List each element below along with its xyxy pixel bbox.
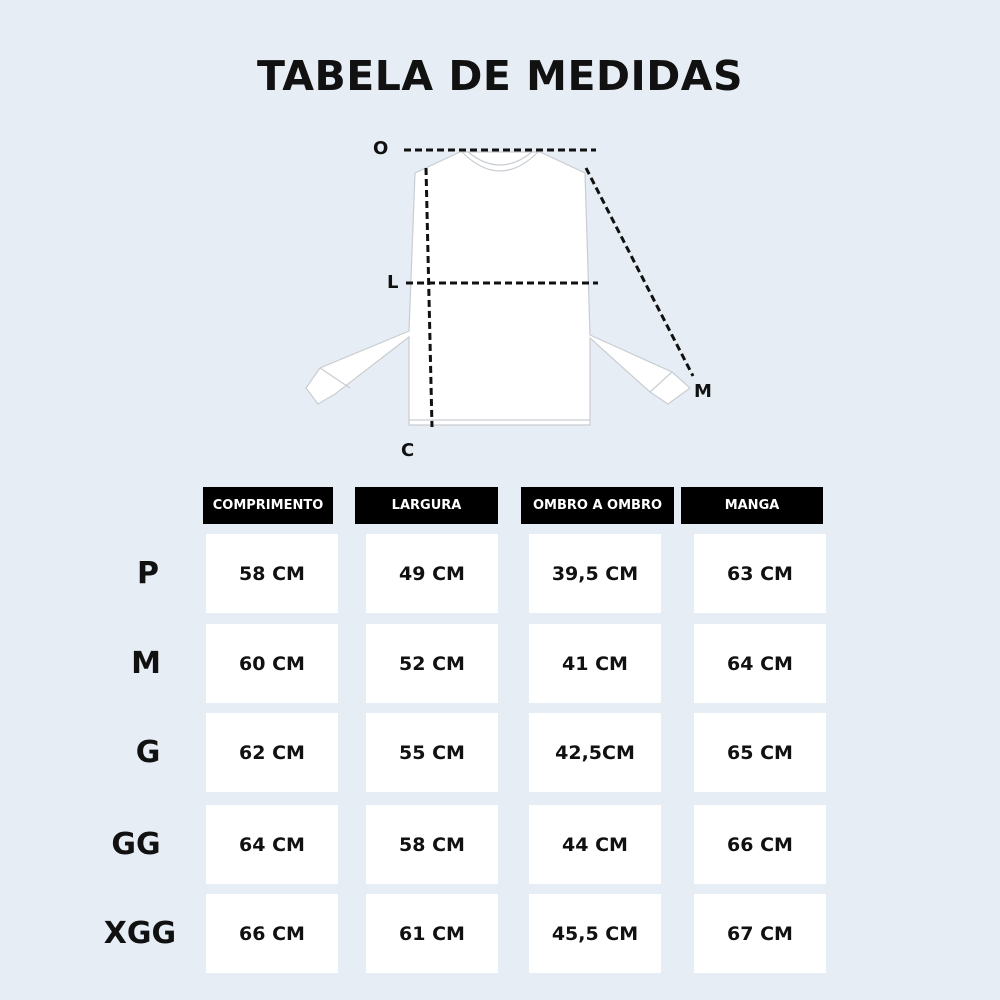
table-cell: 44 CM bbox=[529, 805, 661, 884]
table-cell: 66 CM bbox=[694, 805, 826, 884]
table-cell: 45,5 CM bbox=[529, 894, 661, 973]
table-cell: 58 CM bbox=[366, 805, 498, 884]
table-cell: 39,5 CM bbox=[529, 534, 661, 613]
size-label: G bbox=[135, 735, 161, 770]
size-label: P bbox=[137, 556, 159, 591]
header-ombro: OMBRO A OMBRO bbox=[521, 487, 674, 524]
table-cell: 64 CM bbox=[694, 624, 826, 703]
table-cell: 63 CM bbox=[694, 534, 826, 613]
table-cell: 62 CM bbox=[206, 713, 338, 792]
table-cell: 61 CM bbox=[366, 894, 498, 973]
header-manga: MANGA bbox=[681, 487, 823, 524]
sleeve-measure-line bbox=[584, 167, 695, 377]
table-cell: 58 CM bbox=[206, 534, 338, 613]
size-label: M bbox=[131, 646, 161, 681]
table-cell: 55 CM bbox=[366, 713, 498, 792]
label-width: L bbox=[387, 272, 399, 293]
label-shoulder: O bbox=[373, 138, 389, 159]
table-cell: 42,5CM bbox=[529, 713, 661, 792]
table-cell: 49 CM bbox=[366, 534, 498, 613]
length-measure-line bbox=[424, 167, 434, 428]
header-largura: LARGURA bbox=[355, 487, 498, 524]
header-comprimento: COMPRIMENTO bbox=[203, 487, 333, 524]
table-cell: 65 CM bbox=[694, 713, 826, 792]
size-label: GG bbox=[111, 827, 161, 862]
size-label: XGG bbox=[103, 916, 177, 951]
table-cell: 52 CM bbox=[366, 624, 498, 703]
table-cell: 60 CM bbox=[206, 624, 338, 703]
label-length: C bbox=[401, 440, 415, 461]
table-cell: 64 CM bbox=[206, 805, 338, 884]
table-cell: 66 CM bbox=[206, 894, 338, 973]
table-cell: 67 CM bbox=[694, 894, 826, 973]
table-cell: 41 CM bbox=[529, 624, 661, 703]
page-title: TABELA DE MEDIDAS bbox=[256, 52, 744, 100]
label-sleeve: M bbox=[694, 381, 712, 402]
shirt-outline bbox=[305, 151, 691, 426]
